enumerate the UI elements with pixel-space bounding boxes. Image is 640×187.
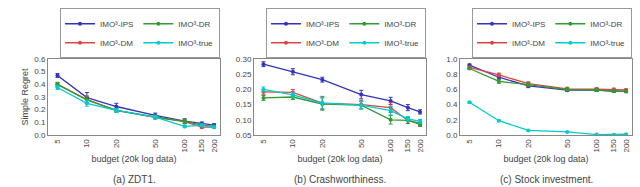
svg-text:(c) Stock investment.: (c) Stock investment. <box>500 174 593 185</box>
svg-text:0.05: 0.05 <box>236 131 252 140</box>
svg-text:200: 200 <box>416 139 425 153</box>
svg-text:10: 10 <box>495 139 504 148</box>
svg-text:IMO³-IPS: IMO³-IPS <box>100 20 133 29</box>
svg-text:20: 20 <box>524 139 533 148</box>
svg-text:(a) ZDT1.: (a) ZDT1. <box>113 174 156 185</box>
svg-text:IMO³-true: IMO³-true <box>590 39 625 48</box>
svg-text:IMO³-IPS: IMO³-IPS <box>512 20 545 29</box>
svg-text:0.2: 0.2 <box>34 105 46 114</box>
svg-text:IMO³-IPS: IMO³-IPS <box>306 20 339 29</box>
svg-text:0.30: 0.30 <box>236 55 252 64</box>
svg-text:Simple Regret: Simple Regret <box>20 68 30 126</box>
svg-text:150: 150 <box>609 139 618 153</box>
svg-text:5: 5 <box>53 139 62 144</box>
svg-text:0.5: 0.5 <box>34 67 46 76</box>
svg-text:0.25: 0.25 <box>236 70 252 79</box>
svg-text:0.0: 0.0 <box>446 131 458 140</box>
svg-text:0.1: 0.1 <box>34 118 46 127</box>
svg-text:150: 150 <box>197 139 206 153</box>
svg-text:20: 20 <box>318 139 327 148</box>
svg-text:0.2: 0.2 <box>446 116 458 125</box>
svg-text:IMO³-true: IMO³-true <box>384 39 419 48</box>
svg-text:100: 100 <box>180 139 189 153</box>
svg-text:50: 50 <box>357 139 366 148</box>
svg-text:(b) Crashworthiness.: (b) Crashworthiness. <box>294 174 386 185</box>
svg-text:0.0: 0.0 <box>34 131 46 140</box>
svg-text:IMO³-DR: IMO³-DR <box>178 20 210 29</box>
svg-text:IMO³-true: IMO³-true <box>178 39 213 48</box>
svg-text:budget (20k log data): budget (20k log data) <box>503 154 588 164</box>
svg-text:IMO³-DM: IMO³-DM <box>306 39 339 48</box>
svg-text:100: 100 <box>386 139 395 153</box>
svg-text:0.6: 0.6 <box>446 85 458 94</box>
svg-text:IMO³-DR: IMO³-DR <box>590 20 622 29</box>
svg-text:20: 20 <box>112 139 121 148</box>
svg-text:0.4: 0.4 <box>446 100 458 109</box>
svg-text:0.4: 0.4 <box>34 80 46 89</box>
svg-text:200: 200 <box>622 139 631 153</box>
svg-text:budget (20k log data): budget (20k log data) <box>297 154 382 164</box>
svg-text:0.8: 0.8 <box>446 70 458 79</box>
svg-text:IMO³-DR: IMO³-DR <box>384 20 416 29</box>
svg-text:0.20: 0.20 <box>236 85 252 94</box>
svg-text:10: 10 <box>289 139 298 148</box>
svg-text:100: 100 <box>592 139 601 153</box>
svg-text:0.6: 0.6 <box>34 55 46 64</box>
svg-text:150: 150 <box>403 139 412 153</box>
svg-text:IMO³-DM: IMO³-DM <box>100 39 133 48</box>
svg-text:50: 50 <box>151 139 160 148</box>
svg-text:50: 50 <box>563 139 572 148</box>
svg-text:1.0: 1.0 <box>446 55 458 64</box>
svg-text:0.10: 0.10 <box>236 116 252 125</box>
svg-text:200: 200 <box>210 139 219 153</box>
svg-text:budget (20k log data): budget (20k log data) <box>91 154 176 164</box>
svg-text:5: 5 <box>465 139 474 144</box>
svg-text:0.3: 0.3 <box>34 93 46 102</box>
svg-text:5: 5 <box>259 139 268 144</box>
svg-text:0.15: 0.15 <box>236 100 252 109</box>
svg-text:10: 10 <box>83 139 92 148</box>
svg-text:IMO³-DM: IMO³-DM <box>512 39 545 48</box>
